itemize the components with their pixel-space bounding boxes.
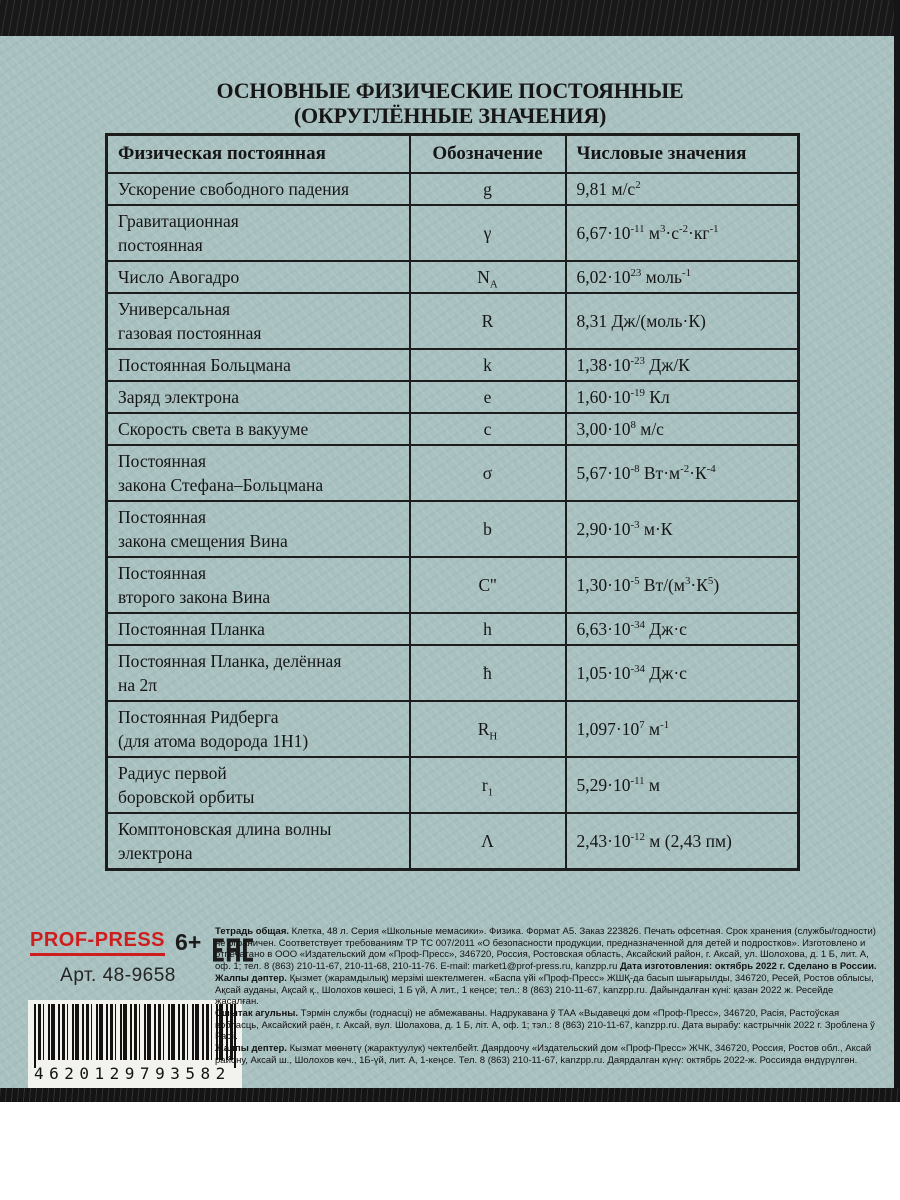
page-title: ОСНОВНЫЕ ФИЗИЧЕСКИЕ ПОСТОЯННЫЕ (ОКРУГЛЁН… — [0, 78, 900, 128]
value-cell: 6,63·10-34 Дж·с — [564, 611, 800, 646]
constant-name-cell: Скорость света в вакууме — [105, 411, 411, 446]
barcode-bars-icon — [34, 1004, 236, 1068]
barcode-number: 4620129793582 — [34, 1064, 231, 1083]
table-row: Комптоновская длина волны электрона Λ 2,43·… — [105, 811, 800, 870]
value-cell: 8,31 Дж/(моль·К) — [564, 291, 800, 350]
table-row: Постоянная закона Стефана–Больцмана σ 5,67·… — [105, 443, 800, 502]
symbol-cell: C'' — [408, 555, 567, 614]
fine-print-paragraph: Сшытак агульны. Тэрмін службы (годнасці)… — [215, 1007, 875, 1043]
symbol-cell: g — [408, 171, 567, 206]
right-black-band — [894, 0, 900, 1102]
symbol-cell: b — [408, 499, 567, 558]
value-cell: 1,38·10-23 Дж/К — [564, 347, 800, 382]
age-rating-badge: 6+ — [175, 929, 202, 955]
symbol-cell: γ — [408, 203, 567, 262]
table-row: Постоянная Планка h 6,63·10-34 Дж·с — [105, 611, 800, 646]
table-row: Число Авогадро NA 6,02·1023 моль-1 — [105, 259, 800, 294]
table-row: Постоянная Больцмана k 1,38·10-23 Дж/К — [105, 347, 800, 382]
symbol-cell: σ — [408, 443, 567, 502]
fine-print-paragraph: Тетрадь общая. Клетка, 48 л. Серия «Школ… — [215, 926, 877, 973]
value-cell: 1,30·10-5 Вт/(м3·К5) — [564, 555, 800, 614]
eac-conformity-icon — [213, 927, 254, 978]
value-cell: 5,29·10-11 м — [564, 755, 800, 814]
header-symbol: Обозначение — [408, 133, 567, 174]
table-row: Гравитационная постоянная γ 6,67·10-11 м3·с… — [105, 203, 800, 262]
value-cell: 2,43·10-12 м (2,43 пм) — [564, 811, 800, 870]
header-constant-name: Физическая постоянная — [105, 133, 411, 174]
symbol-cell: RH — [408, 699, 567, 758]
fine-print-paragraph: Жалпы дәптер. Қызмет (жарамдылық) мерзім… — [215, 972, 874, 1008]
barcode: 4620129793582 — [28, 1000, 242, 1088]
value-cell: 1,097·107 м-1 — [564, 699, 800, 758]
constant-name-cell: Универсальная газовая постоянная — [105, 291, 411, 350]
table-row: Универсальная газовая постоянная R 8,31 Дж/… — [105, 291, 800, 350]
constant-name-cell: Комптоновская длина волны электрона — [105, 811, 411, 870]
symbol-cell: Λ — [408, 811, 567, 870]
constant-name-cell: Постоянная Ридберга (для атома водорода 1… — [105, 699, 411, 758]
symbol-cell: e — [408, 379, 567, 414]
value-cell: 6,67·10-11 м3·с-2·кг-1 — [564, 203, 800, 262]
constant-name-cell: Радиус первой боровской орбиты — [105, 755, 411, 814]
page-title-line1: ОСНОВНЫЕ ФИЗИЧЕСКИЕ ПОСТОЯННЫЕ — [216, 78, 684, 103]
value-cell: 5,67·10-8 Вт·м-2·К-4 — [564, 443, 800, 502]
table-header-row: Физическая постоянная Обозначение Числов… — [105, 133, 800, 174]
table-row: Постоянная Ридберга (для атома водорода 1… — [105, 699, 800, 758]
bottom-black-band — [0, 1088, 900, 1102]
page-title-line2: (ОКРУГЛЁННЫЕ ЗНАЧЕНИЯ) — [293, 103, 607, 128]
value-cell: 3,00·108 м/с — [564, 411, 800, 446]
constant-name-cell: Постоянная Планка, делённая на 2π — [105, 643, 411, 702]
constant-name-cell: Число Авогадро — [105, 259, 411, 294]
constant-name-cell: Постоянная закона Стефана–Больцмана — [105, 443, 411, 502]
fine-print-paragraph: Жалпы дептер. Кызмат мөөнөтү (жарактуулу… — [215, 1043, 872, 1066]
value-cell: 2,90·10-3 м·К — [564, 499, 800, 558]
value-cell: 1,05·10-34 Дж·с — [564, 643, 800, 702]
table-row: Постоянная Планка, делённая на 2π ħ 1,05·10… — [105, 643, 800, 702]
symbol-cell: R — [408, 291, 567, 350]
symbol-cell: NA — [408, 259, 567, 294]
value-cell: 6,02·1023 моль-1 — [564, 259, 800, 294]
value-cell: 1,60·10-19 Кл — [564, 379, 800, 414]
fine-print: Тетрадь общая. Клетка, 48 л. Серия «Школ… — [215, 926, 877, 1066]
publisher-brand-row: PROF-PRESS 6+ — [30, 927, 254, 978]
value-cell: 9,81 м/с2 — [564, 171, 800, 206]
table-row: Скорость света в вакууме c 3,00·108 м/с — [105, 411, 800, 446]
prof-press-logo: PROF-PRESS — [30, 929, 166, 956]
table-row: Ускорение свободного падения g 9,81 м/с2 — [105, 171, 800, 206]
symbol-cell: k — [408, 347, 567, 382]
physical-constants-table: Физическая постоянная Обозначение Числов… — [105, 133, 800, 871]
symbol-cell: h — [408, 611, 567, 646]
symbol-cell: c — [408, 411, 567, 446]
constant-name-cell: Постоянная Планка — [105, 611, 411, 646]
constant-name-cell: Ускорение свободного падения — [105, 171, 411, 206]
header-value: Числовые значения — [564, 133, 800, 174]
table-row: Заряд электрона e 1,60·10-19 Кл — [105, 379, 800, 414]
table-row: Радиус первой боровской орбиты r1 5,29·10-1… — [105, 755, 800, 814]
symbol-cell: ħ — [408, 643, 567, 702]
table-row: Постоянная закона смещения Вина b 2,90·10-3… — [105, 499, 800, 558]
table-row: Постоянная второго закона Вина C'' 1,30·10-… — [105, 555, 800, 614]
constant-name-cell: Гравитационная постоянная — [105, 203, 411, 262]
symbol-cell: r1 — [408, 755, 567, 814]
constant-name-cell: Постоянная закона смещения Вина — [105, 499, 411, 558]
article-number: Арт. 48-9658 — [60, 965, 176, 986]
constant-name-cell: Заряд электрона — [105, 379, 411, 414]
top-black-band — [0, 0, 900, 36]
constant-name-cell: Постоянная Больцмана — [105, 347, 411, 382]
cover-background: ОСНОВНЫЕ ФИЗИЧЕСКИЕ ПОСТОЯННЫЕ (ОКРУГЛЁН… — [0, 0, 900, 1102]
constant-name-cell: Постоянная второго закона Вина — [105, 555, 411, 614]
